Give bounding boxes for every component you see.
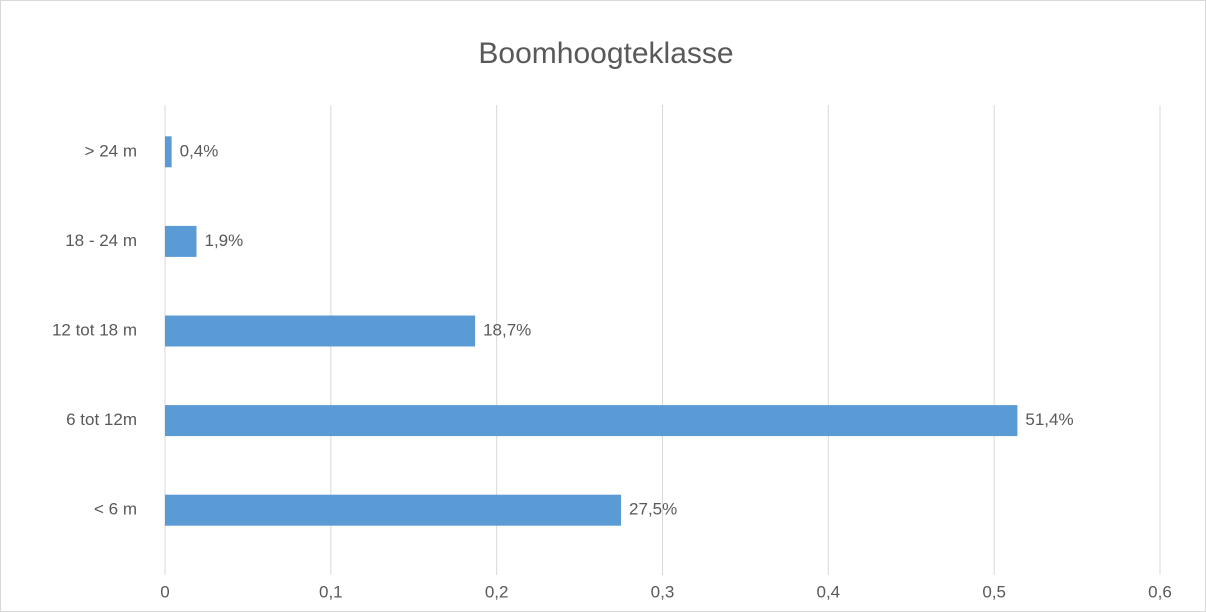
bar bbox=[165, 405, 1018, 437]
y-tick-label: 6 tot 12m bbox=[66, 410, 137, 429]
x-tick-label: 0,3 bbox=[651, 582, 675, 601]
data-label: 0,4% bbox=[180, 141, 219, 160]
data-label: 27,5% bbox=[629, 500, 677, 519]
x-tick-label: 0,2 bbox=[485, 582, 509, 601]
chart-title: Boomhoogteklasse bbox=[478, 37, 733, 70]
x-tick-label: 0,1 bbox=[319, 582, 343, 601]
data-label: 1,9% bbox=[205, 231, 244, 250]
data-label: 51,4% bbox=[1025, 410, 1073, 429]
bar bbox=[165, 494, 622, 526]
y-tick-label: 18 - 24 m bbox=[65, 231, 137, 250]
data-label: 18,7% bbox=[483, 320, 531, 339]
bar bbox=[165, 315, 476, 347]
bar bbox=[165, 225, 197, 257]
x-tick-label: 0,5 bbox=[982, 582, 1006, 601]
x-tick-label: 0 bbox=[160, 582, 169, 601]
bar bbox=[165, 136, 172, 168]
y-tick-label: > 24 m bbox=[85, 141, 137, 160]
x-tick-label: 0,4 bbox=[817, 582, 841, 601]
y-tick-label: < 6 m bbox=[94, 500, 137, 519]
y-tick-label: 12 tot 18 m bbox=[52, 320, 137, 339]
x-tick-label: 0,6 bbox=[1148, 582, 1172, 601]
